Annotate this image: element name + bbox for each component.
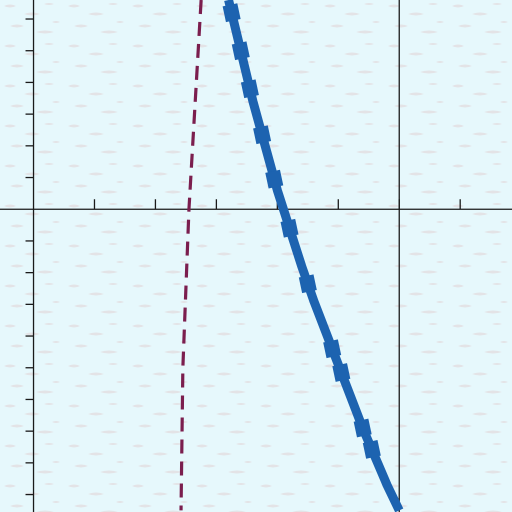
curve-marker [222,3,241,23]
curve-marker [280,218,299,238]
dashed-line [179,0,203,511]
curve-marker [231,41,250,61]
curve-marker [323,339,342,359]
curve-marker [332,363,351,382]
curve-marker [240,79,259,99]
curve-marker [362,440,381,459]
curve-marker [253,125,272,145]
curve-marker [353,418,372,438]
curve-marker [265,169,284,189]
curve-marker [298,274,317,294]
